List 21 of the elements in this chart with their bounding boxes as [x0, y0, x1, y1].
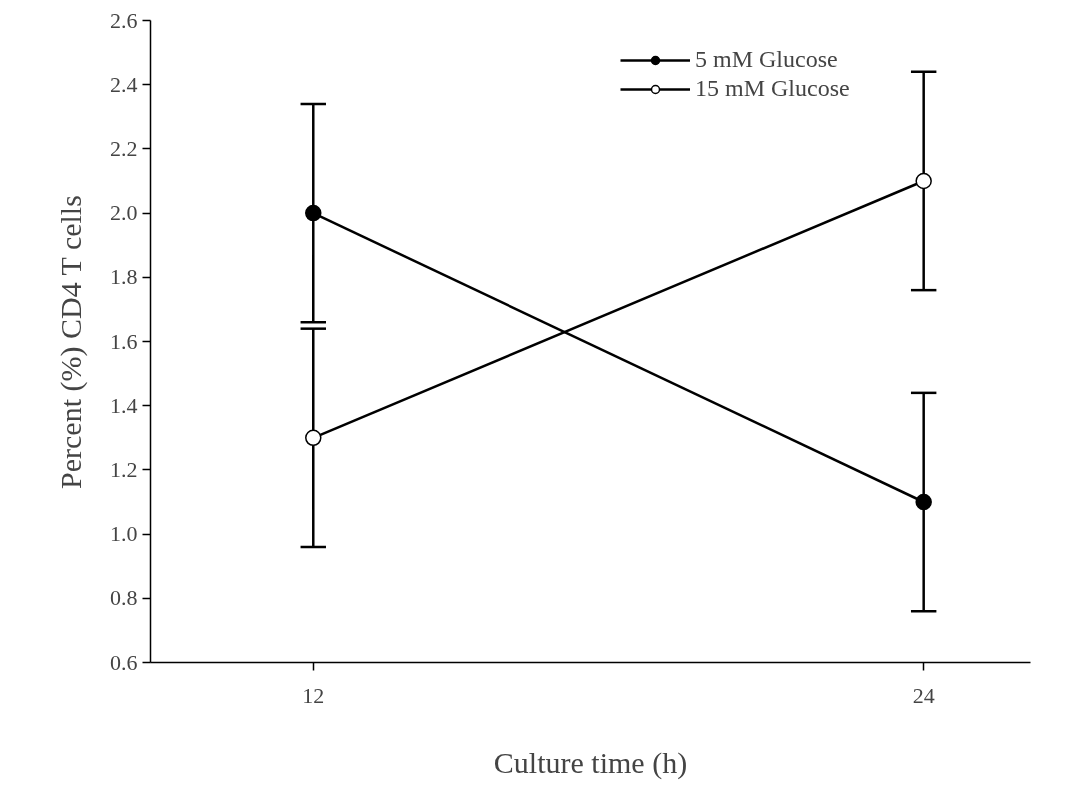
y-tick-label: 2.4 — [110, 71, 138, 97]
y-tick-label: 0.8 — [110, 585, 138, 611]
y-tick-label: 1.8 — [110, 264, 138, 290]
point — [305, 429, 322, 447]
legend-label: 15 mM Glucose — [695, 75, 850, 102]
legend-label: 5 mM Glucose — [695, 46, 838, 73]
y-tick-label: 1.0 — [110, 521, 138, 547]
x-tick-label: 12 — [302, 682, 325, 708]
y-tick-label: 1.6 — [110, 328, 138, 354]
y-tick-label: 1.2 — [110, 456, 138, 482]
y-tick-label: 2.6 — [110, 7, 138, 33]
point — [305, 204, 322, 222]
point — [915, 172, 932, 190]
y-tick-label: 2.2 — [110, 135, 138, 161]
y-tick-label: 2.0 — [110, 200, 138, 226]
x-axis-title: Culture time (h) — [493, 745, 688, 780]
y-tick-label: 1.4 — [110, 392, 138, 418]
y-tick-label: 0.6 — [110, 649, 138, 675]
y-axis-title: Percent (%) CD4 T cells — [54, 195, 88, 489]
x-tick-label: 24 — [912, 682, 935, 708]
point — [915, 493, 932, 511]
